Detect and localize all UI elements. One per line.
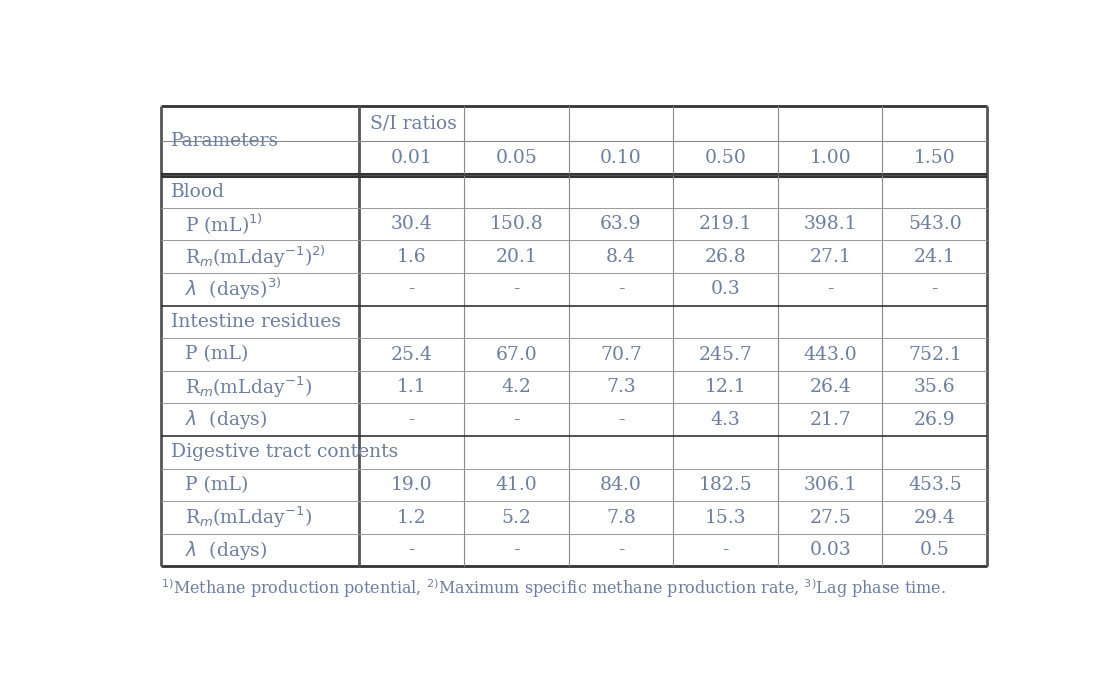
Text: 0.3: 0.3 [711,280,741,298]
Text: P (mL)$^{1)}$: P (mL)$^{1)}$ [185,212,263,237]
Text: 20.1: 20.1 [496,248,537,266]
Text: 5.2: 5.2 [501,508,531,526]
Text: 182.5: 182.5 [698,476,752,494]
Text: 8.4: 8.4 [606,248,636,266]
Text: -: - [722,541,729,559]
Text: 26.8: 26.8 [705,248,746,266]
Text: Digestive tract contents: Digestive tract contents [172,443,399,462]
Text: 0.5: 0.5 [920,541,950,559]
Text: -: - [617,280,624,298]
Text: 1.1: 1.1 [397,378,427,396]
Text: -: - [931,280,938,298]
Text: R$_m$(mLday$^{-1}$): R$_m$(mLday$^{-1}$) [185,505,312,530]
Text: 7.3: 7.3 [606,378,636,396]
Text: 26.9: 26.9 [913,411,956,429]
Text: 27.1: 27.1 [809,248,851,266]
Text: -: - [617,541,624,559]
Text: -: - [409,280,414,298]
Text: 4.2: 4.2 [501,378,531,396]
Text: 29.4: 29.4 [913,508,956,526]
Text: P (mL): P (mL) [185,476,248,494]
Text: 219.1: 219.1 [698,215,752,233]
Text: -: - [617,411,624,429]
Text: -: - [409,541,414,559]
Text: 84.0: 84.0 [600,476,642,494]
Text: 543.0: 543.0 [908,215,961,233]
Text: 1.50: 1.50 [913,149,956,167]
Text: 25.4: 25.4 [391,346,432,363]
Text: 67.0: 67.0 [496,346,537,363]
Text: 150.8: 150.8 [489,215,544,233]
Text: 4.3: 4.3 [711,411,741,429]
Text: R$_m$(mLday$^{-1}$)$^{2)}$: R$_m$(mLday$^{-1}$)$^{2)}$ [185,244,326,270]
Text: -: - [827,280,833,298]
Text: 306.1: 306.1 [803,476,857,494]
Text: $\lambda$  (days): $\lambda$ (days) [185,408,267,431]
Text: 27.5: 27.5 [809,508,851,526]
Text: 7.8: 7.8 [606,508,636,526]
Text: 0.05: 0.05 [496,149,537,167]
Text: 63.9: 63.9 [600,215,642,233]
Text: $\lambda$  (days): $\lambda$ (days) [185,539,267,562]
Text: -: - [514,541,519,559]
Text: 1.6: 1.6 [397,248,427,266]
Text: 41.0: 41.0 [496,476,537,494]
Text: 70.7: 70.7 [600,346,642,363]
Text: -: - [409,411,414,429]
Text: 0.10: 0.10 [600,149,642,167]
Text: $\lambda$  (days)$^{3)}$: $\lambda$ (days)$^{3)}$ [185,276,282,302]
Text: 12.1: 12.1 [705,378,746,396]
Text: 24.1: 24.1 [913,248,956,266]
Text: 26.4: 26.4 [809,378,851,396]
Text: Blood: Blood [172,183,225,201]
Text: -: - [514,411,519,429]
Text: 398.1: 398.1 [803,215,857,233]
Text: 0.50: 0.50 [704,149,746,167]
Text: 30.4: 30.4 [391,215,432,233]
Text: 752.1: 752.1 [908,346,961,363]
Text: 15.3: 15.3 [705,508,746,526]
Text: 0.03: 0.03 [809,541,851,559]
Text: 443.0: 443.0 [803,346,857,363]
Text: 1.2: 1.2 [397,508,427,526]
Text: 0.01: 0.01 [391,149,432,167]
Text: R$_m$(mLday$^{-1}$): R$_m$(mLday$^{-1}$) [185,374,312,400]
Text: 1.00: 1.00 [809,149,851,167]
Text: 19.0: 19.0 [391,476,432,494]
Text: Intestine residues: Intestine residues [172,313,341,331]
Text: -: - [514,280,519,298]
Text: $^{1)}$Methane production potential, $^{2)}$Maximum specific methane production : $^{1)}$Methane production potential, $^{… [160,577,946,600]
Text: 35.6: 35.6 [913,378,956,396]
Text: P (mL): P (mL) [185,346,248,363]
Text: 453.5: 453.5 [908,476,961,494]
Text: S/I ratios: S/I ratios [370,115,457,133]
Text: Parameters: Parameters [172,132,280,150]
Text: 245.7: 245.7 [698,346,752,363]
Text: 21.7: 21.7 [809,411,851,429]
